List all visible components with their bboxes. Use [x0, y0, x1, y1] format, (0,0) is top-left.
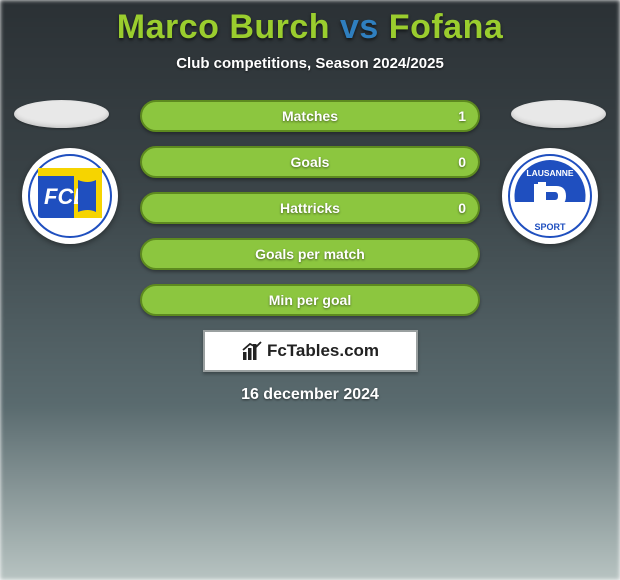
svg-text:LAUSANNE: LAUSANNE	[526, 168, 574, 178]
stat-label: Goals	[291, 154, 330, 170]
brand-text: FcTables.com	[267, 341, 379, 361]
right-club-crest: LAUSANNE SPORT	[502, 148, 598, 244]
stat-label: Matches	[282, 108, 338, 124]
svg-text:SPORT: SPORT	[534, 222, 566, 232]
stat-label: Goals per match	[255, 246, 365, 262]
vs-text: vs	[330, 8, 389, 46]
stat-row-mpg: Min per goal	[140, 284, 480, 316]
stat-row-matches: Matches 1	[140, 100, 480, 132]
stat-label: Hattricks	[280, 200, 340, 216]
player1-name: Marco Burch	[117, 8, 330, 46]
subtitle: Club competitions, Season 2024/2025	[0, 55, 620, 72]
chart-icon	[241, 340, 263, 362]
page-title: Marco Burch vs Fofana	[0, 8, 620, 47]
stat-right-value: 0	[458, 154, 466, 170]
left-club-crest: FCL	[22, 148, 118, 244]
stat-row-gpm: Goals per match	[140, 238, 480, 270]
stat-right-value: 1	[458, 108, 466, 124]
stat-right-value: 0	[458, 200, 466, 216]
fcl-crest-icon: FCL	[28, 154, 112, 238]
brand-box[interactable]: FcTables.com	[203, 330, 418, 372]
stat-row-hattricks: Hattricks 0	[140, 192, 480, 224]
snapshot-date: 16 december 2024	[0, 386, 620, 404]
right-stat-oval	[511, 100, 606, 128]
left-stat-oval	[14, 100, 109, 128]
player2-name: Fofana	[389, 8, 503, 46]
stat-row-goals: Goals 0	[140, 146, 480, 178]
comparison-layout: FCL LAUSANNE SPORT Matches 1 Goal	[0, 100, 620, 404]
stat-pills: Matches 1 Goals 0 Hattricks 0 Goals per …	[140, 100, 480, 316]
stat-label: Min per goal	[269, 292, 351, 308]
lausanne-crest-icon: LAUSANNE SPORT	[508, 154, 592, 238]
content-wrap: Marco Burch vs Fofana Club competitions,…	[0, 0, 620, 404]
